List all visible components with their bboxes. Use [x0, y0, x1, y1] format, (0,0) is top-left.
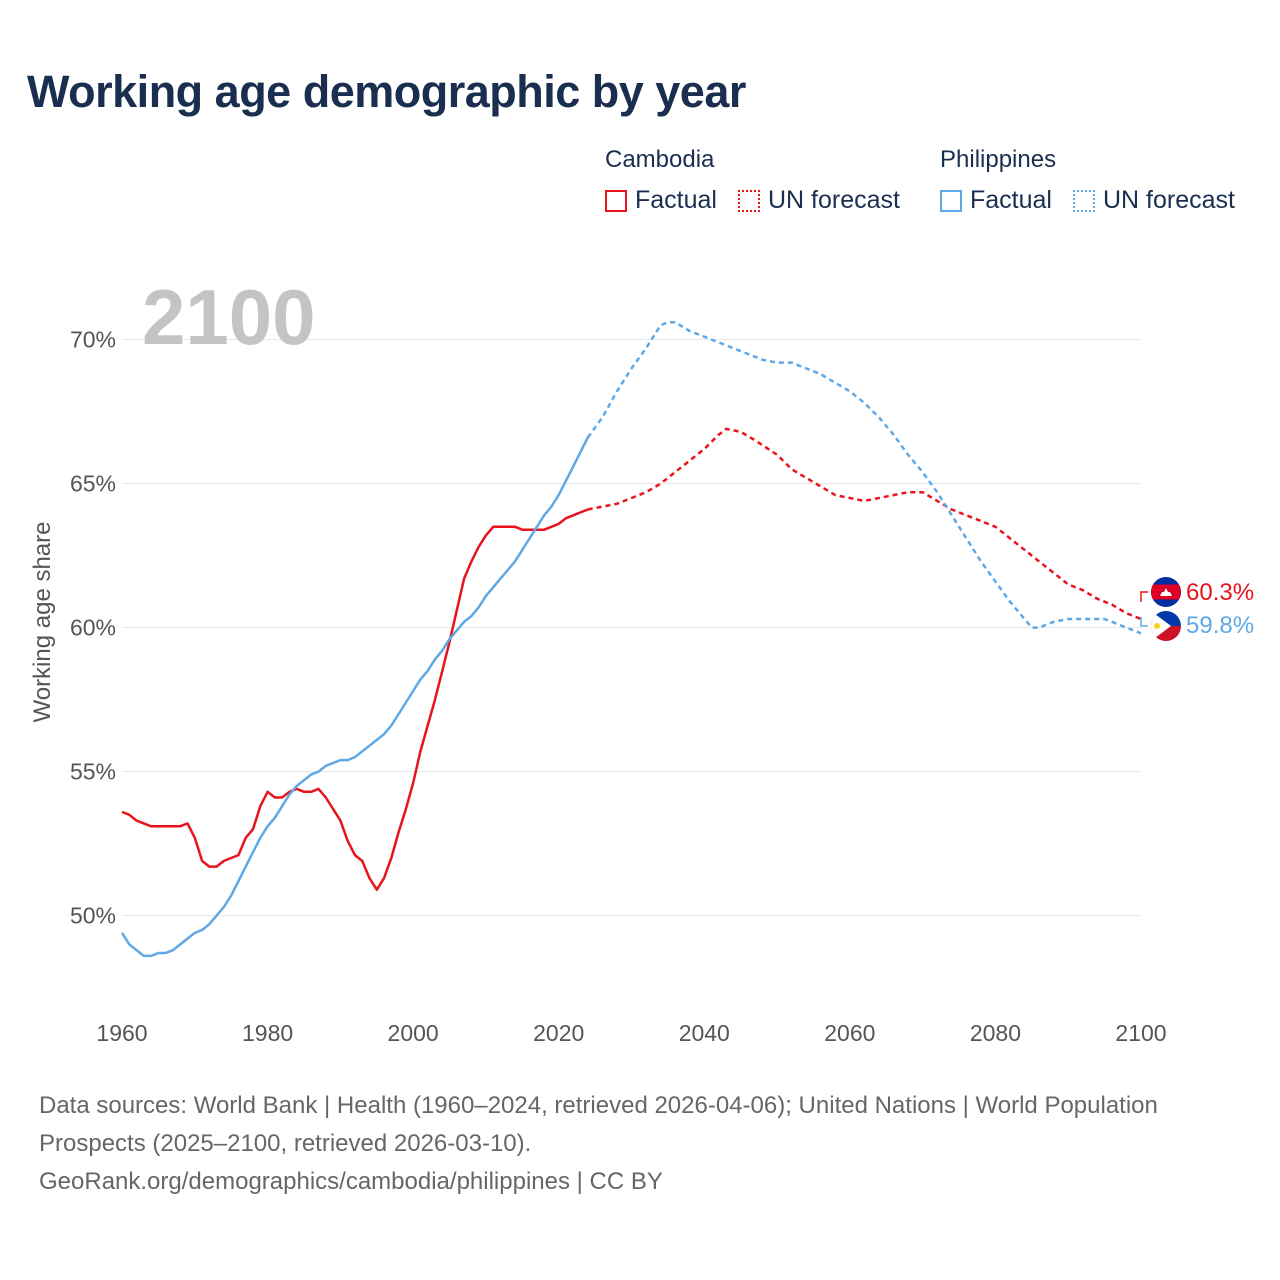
legend-cambodia-factual[interactable]: Factual: [605, 186, 717, 215]
y-axis-label: Working age share: [29, 522, 56, 723]
footer: Data sources: World Bank | Health (1960–…: [39, 1087, 1239, 1201]
cambodia-label-connector: [1140, 591, 1148, 602]
legend-label: UN forecast: [768, 186, 900, 214]
x-tick-label: 1960: [96, 1020, 147, 1046]
legend-group-philippines: Philippines: [940, 146, 1057, 173]
legend-label: Factual: [635, 186, 717, 214]
data-sources: Data sources: World Bank | Health (1960–…: [39, 1092, 1158, 1157]
series-line-cambodia-forecast: [587, 427, 1142, 621]
y-tick-label: 65%: [70, 471, 116, 497]
legend-label: UN forecast: [1103, 186, 1235, 214]
y-tick-label: 60%: [70, 615, 116, 641]
philippines-label-connector: [1140, 617, 1148, 627]
cambodia-flag-icon: [1151, 577, 1181, 607]
legend-label: Factual: [970, 186, 1052, 214]
x-tick-label: 2100: [1115, 1020, 1166, 1046]
legend-swatch-dotted-icon: [1073, 189, 1095, 212]
cambodia-end-label: 60.3%: [1186, 579, 1254, 606]
philippines-flag-icon: [1151, 611, 1181, 641]
chart-title: Working age demographic by year: [27, 66, 746, 117]
legend-cambodia-forecast[interactable]: UN forecast: [738, 186, 900, 215]
philippines-end-label: 59.8%: [1186, 612, 1254, 639]
y-tick-label: 70%: [70, 327, 116, 353]
year-marker: 2100: [142, 273, 316, 361]
line-chart: 50% 55% 60% 65% 70% 1960 1980 2000 2020 2040 2060…: [29, 273, 1254, 1046]
series-line-philippines-forecast: [586, 321, 1142, 635]
legend-philippines-factual[interactable]: Factual: [940, 186, 1052, 215]
legend-swatch-solid-icon: [940, 189, 962, 212]
x-tick-label: 2000: [388, 1020, 439, 1046]
x-tick-label: 2060: [824, 1020, 875, 1046]
source-url: GeoRank.org/demographics/cambodia/philip…: [39, 1168, 663, 1195]
series-line-philippines-factual: [120, 436, 589, 958]
legend-swatch-dotted-icon: [738, 189, 760, 212]
x-tick-label: 2020: [533, 1020, 584, 1046]
x-tick-label: 2080: [970, 1020, 1021, 1046]
legend-philippines-forecast[interactable]: UN forecast: [1073, 186, 1235, 215]
y-tick-label: 55%: [70, 759, 116, 785]
series-line-cambodia-factual: [121, 508, 589, 891]
legend-swatch-solid-icon: [605, 189, 627, 212]
x-tick-label: 2040: [679, 1020, 730, 1046]
y-tick-label: 50%: [70, 903, 116, 929]
legend-group-cambodia: Cambodia: [605, 146, 715, 173]
x-tick-label: 1980: [242, 1020, 293, 1046]
